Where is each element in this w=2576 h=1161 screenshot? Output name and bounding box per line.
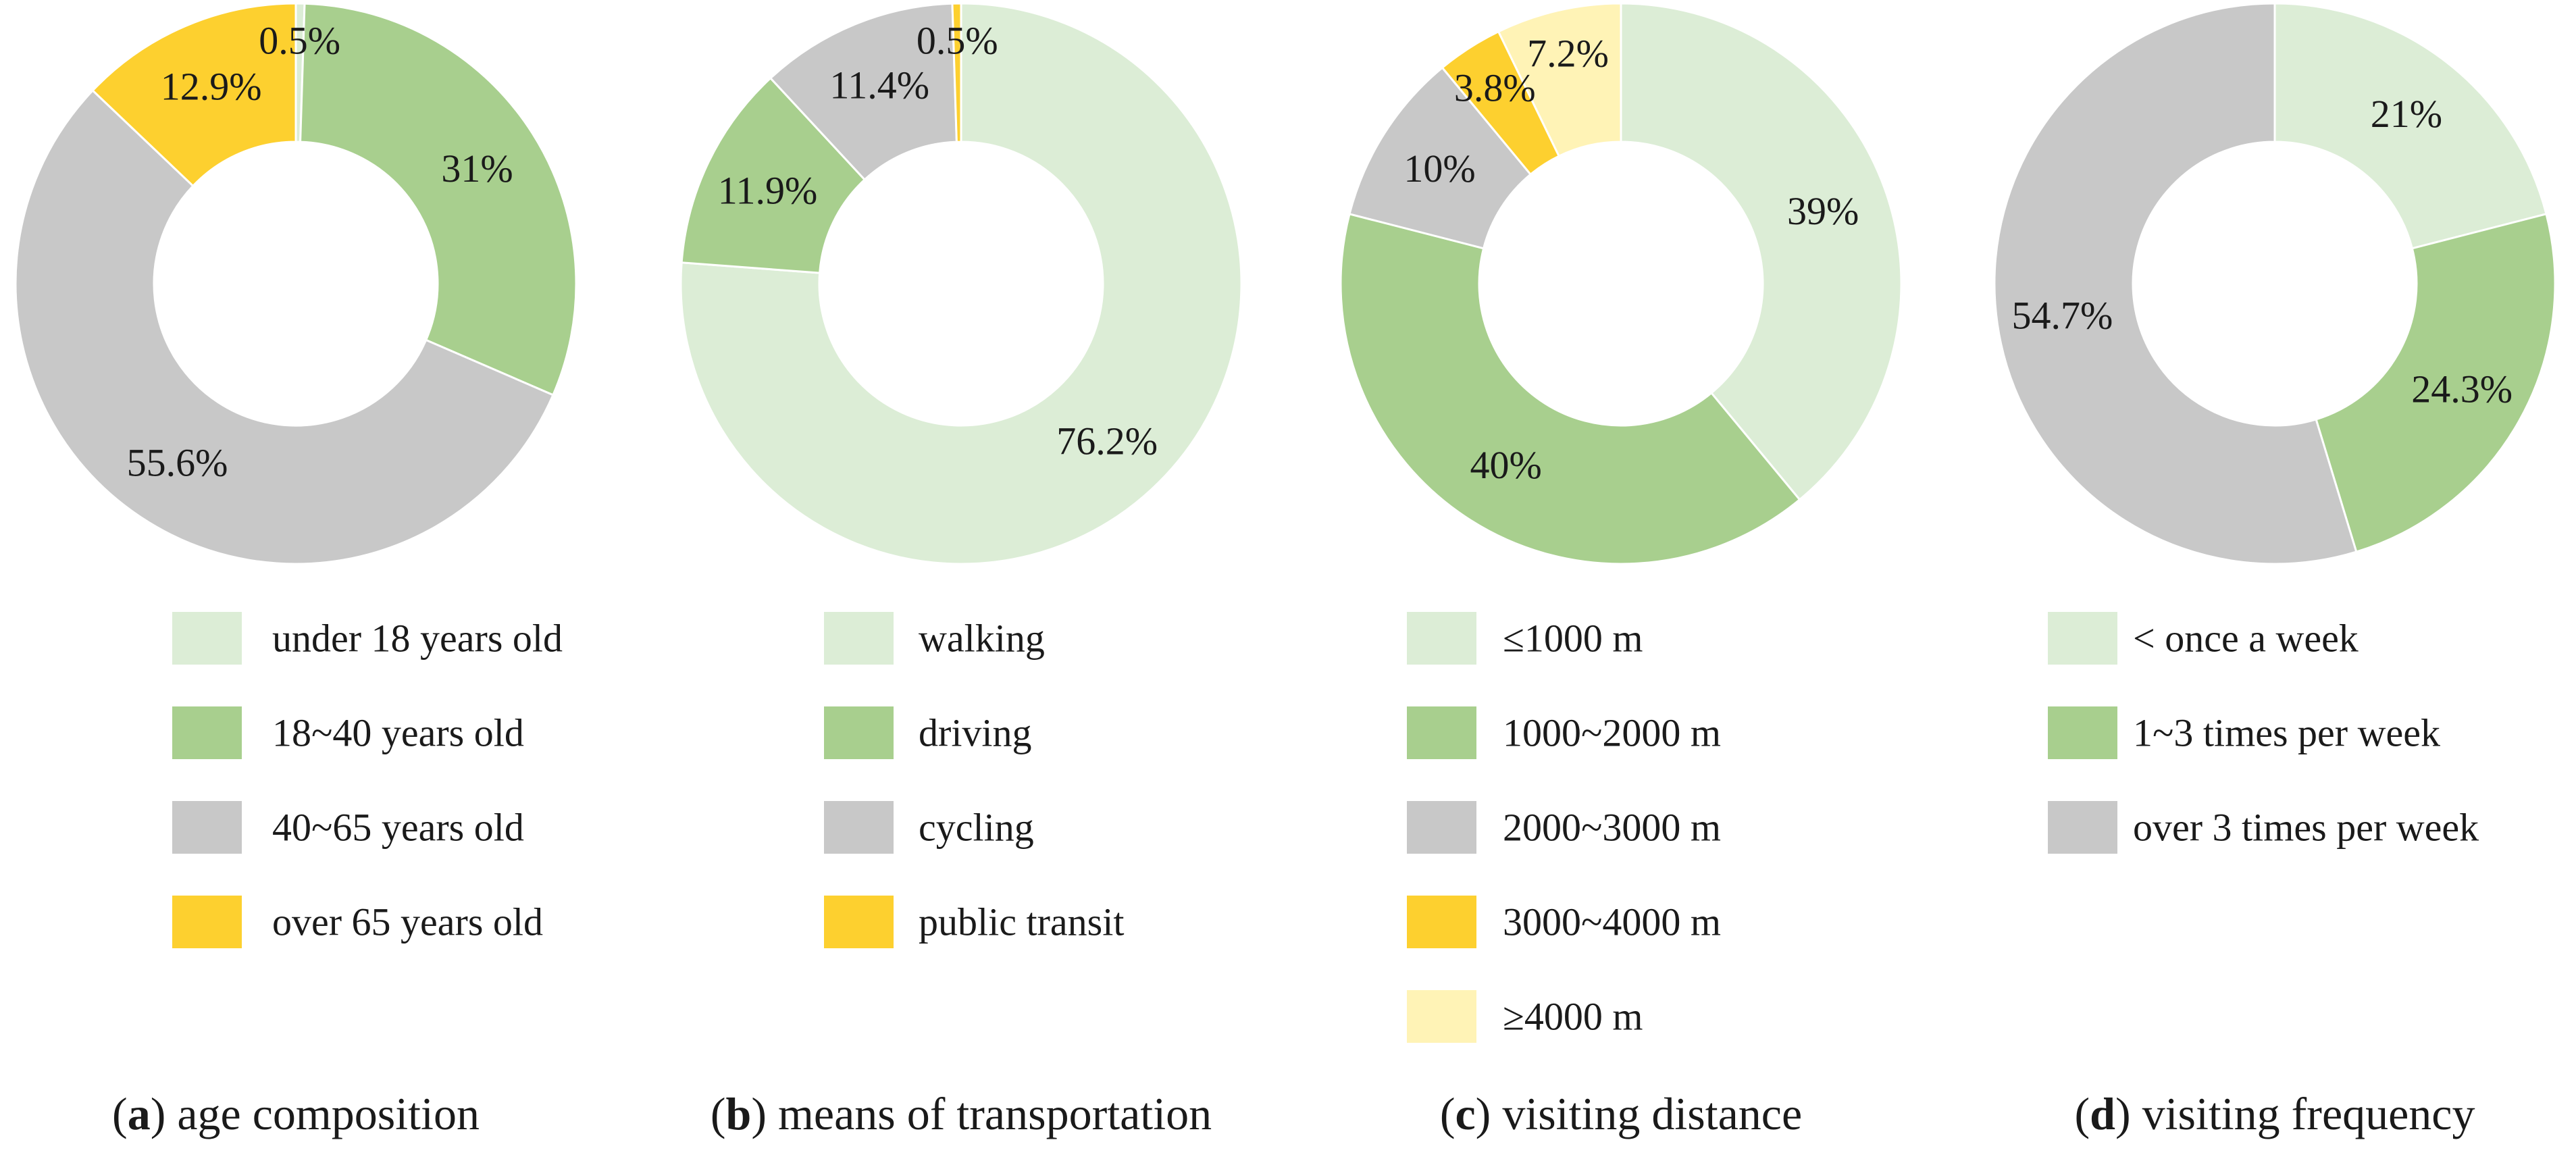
caption-title: visiting distance xyxy=(1502,1088,1802,1139)
legend-swatch xyxy=(824,612,894,665)
legend-swatch xyxy=(1407,706,1476,759)
legend-c: ≤1000 m 1000~2000 m 2000~3000 m 3000~4000 m… xyxy=(1407,612,1721,1043)
chart-caption: (c) visiting distance xyxy=(1440,1088,1802,1139)
chart-caption: (d) visiting frequency xyxy=(2074,1088,2475,1139)
legend-label: ≤1000 m xyxy=(1503,617,1643,661)
legend-b: walking driving cycling public transit xyxy=(824,612,1124,948)
slice-18-40-years-old xyxy=(299,2,577,396)
legend-label: under 18 years old xyxy=(272,617,563,661)
slice-cycling xyxy=(769,2,958,182)
legend-swatch xyxy=(172,612,242,665)
slice-public-transit xyxy=(951,2,962,143)
legend-swatch xyxy=(2048,612,2117,665)
data-label: 11.4% xyxy=(829,63,929,107)
caption-letter: b xyxy=(726,1088,752,1139)
data-label: 7.2% xyxy=(1527,31,1609,75)
donut-chart-d: 21% 24.3% 54.7% < once a week 1~3 times per … xyxy=(1993,2,2556,1139)
slice-over-65-years-old xyxy=(91,2,297,188)
legend-swatch xyxy=(824,801,894,854)
data-label: 40% xyxy=(1470,443,1541,487)
data-label: 76.2% xyxy=(1056,419,1158,463)
slice-1000-2000-m xyxy=(1339,212,1801,565)
donut-chart-a: 0.5% 31% 55.6% 12.9% under 18 years old 18~40… xyxy=(14,2,577,1139)
legend-label: 18~40 years old xyxy=(272,711,524,755)
legend-swatch xyxy=(1407,801,1476,854)
slice-once-a-week xyxy=(2273,2,2548,250)
legend-label: over 65 years old xyxy=(272,900,543,944)
legend-swatch xyxy=(172,706,242,759)
slice-over-3-times-per-week xyxy=(1993,2,2358,565)
chart-caption: (a) age composition xyxy=(112,1088,480,1139)
legend-label: 2000~3000 m xyxy=(1503,806,1721,850)
slice-driving xyxy=(680,76,867,274)
donut-chart-c: 39% 40% 10% 3.8%7.2% ≤1000 m 1000~2000 m 2000~… xyxy=(1339,2,1903,1139)
legend-d: < once a week 1~3 times per week over 3 ti… xyxy=(2048,612,2479,854)
legend-label: 1000~2000 m xyxy=(1503,711,1721,755)
legend-label: cycling xyxy=(919,806,1034,850)
slice-4000-m xyxy=(1497,2,1622,158)
legend-swatch xyxy=(172,896,242,948)
legend-label: ≥4000 m xyxy=(1503,995,1643,1039)
donut-chart-b: 76.2% 11.9% 11.4%0.5% walking driving cycling… xyxy=(679,2,1243,1139)
legend-swatch xyxy=(1407,896,1476,948)
caption-letter: d xyxy=(2090,1088,2115,1139)
slice-1-3-times-per-week xyxy=(2315,212,2556,553)
caption-letter: a xyxy=(128,1088,151,1139)
slice-1000-m xyxy=(1620,2,1903,501)
legend-label: driving xyxy=(919,711,1032,755)
data-label: 3.8% xyxy=(1454,66,1536,109)
caption-title: means of transportation xyxy=(778,1088,1212,1139)
data-label: 12.9% xyxy=(161,64,262,108)
data-label: 39% xyxy=(1787,189,1859,233)
caption-title: visiting frequency xyxy=(2142,1088,2475,1139)
data-label: 24.3% xyxy=(2411,367,2513,411)
slice-walking xyxy=(679,2,1243,565)
data-label: 0.5% xyxy=(259,19,340,63)
legend-swatch xyxy=(2048,706,2117,759)
data-label: 21% xyxy=(2371,92,2442,136)
legend-label: 3000~4000 m xyxy=(1503,900,1721,944)
data-label: 55.6% xyxy=(127,441,228,485)
legend-label: public transit xyxy=(919,900,1124,944)
legend-swatch xyxy=(2048,801,2117,854)
legend-swatch xyxy=(824,706,894,759)
caption-letter: c xyxy=(1455,1088,1475,1139)
legend-swatch xyxy=(824,896,894,948)
legend-swatch xyxy=(172,801,242,854)
legend-swatch xyxy=(1407,612,1476,665)
legend-a: under 18 years old 18~40 years old 40~65 y… xyxy=(172,612,563,948)
legend-label: 1~3 times per week xyxy=(2133,711,2440,755)
legend-swatch xyxy=(1407,990,1476,1043)
slice-40-65-years-old xyxy=(14,88,555,565)
slice-2000-3000-m xyxy=(1348,66,1532,250)
data-label: 10% xyxy=(1403,147,1475,190)
data-label: 0.5% xyxy=(917,19,998,63)
data-label: 11.9% xyxy=(718,168,818,212)
legend-label: < once a week xyxy=(2133,617,2359,661)
data-label: 54.7% xyxy=(2012,293,2113,337)
chart-caption: (b) means of transportation xyxy=(711,1088,1212,1139)
legend-label: over 3 times per week xyxy=(2133,806,2479,850)
legend-label: 40~65 years old xyxy=(272,806,524,850)
caption-title: age composition xyxy=(177,1088,480,1139)
legend-label: walking xyxy=(919,617,1045,661)
data-label: 31% xyxy=(441,147,513,190)
